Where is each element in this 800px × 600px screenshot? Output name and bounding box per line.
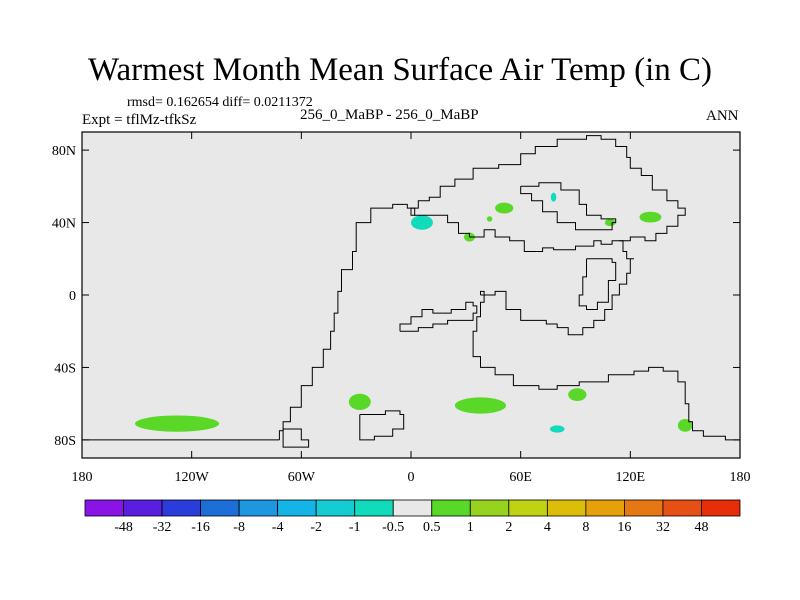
colorbar-label: 48 (694, 520, 708, 535)
x-axis: 180 120W 60W 0 60E 120E 180 (72, 132, 751, 485)
colorbar-label: -1 (349, 520, 361, 535)
anomaly-tethys-west-cyan (411, 215, 433, 230)
colorbar-swatch (84, 499, 124, 517)
coastline-north-bay (520, 182, 617, 231)
anomaly-southern-ocean-cyan (549, 425, 565, 433)
map-background (82, 132, 740, 458)
colorbar-swatch (508, 499, 548, 517)
colorbar-label: -48 (114, 520, 133, 535)
season-label: ANN (706, 108, 739, 124)
colorbar-swatch (585, 499, 625, 517)
x-tick-label: 0 (408, 470, 415, 485)
colorbar-swatch (238, 499, 279, 517)
colorbar-swatch (624, 499, 664, 517)
colorbar-swatch (392, 499, 433, 517)
anomaly-north-central (495, 202, 514, 214)
coastline-small-isle (480, 290, 485, 296)
colorbar-label: -4 (272, 520, 284, 535)
colorbar-label: 2 (505, 520, 512, 535)
colorbar-swatch (161, 499, 201, 517)
y-tick-label: 40N (52, 217, 76, 232)
x-tick-label: 120W (175, 470, 210, 485)
experiment-label: Expt = tflMz-tfkSz (82, 112, 197, 128)
colorbar-label: 4 (544, 520, 551, 535)
rmsd-diff-stats: rmsd= 0.162654 diff= 0.0211372 (127, 95, 313, 110)
colorbar-label: -0.5 (382, 520, 404, 535)
colorbar-swatch (277, 499, 317, 517)
anomaly-north-dot (486, 216, 493, 222)
x-tick-label: 60E (509, 470, 532, 485)
colorbar-label: 8 (582, 520, 589, 535)
y-axis: 80N 40N 0 40S 80S (52, 144, 740, 449)
colorbar: -48 -32 -16 -8 -4 -2 -1 -0.5 0.5 1 2 4 8 16 32 48 (84, 499, 741, 535)
y-tick-label: 80S (54, 434, 76, 449)
anomaly-fills (135, 192, 693, 433)
colorbar-swatch (701, 499, 741, 517)
colorbar-swatch (315, 499, 356, 517)
anomaly-indian-ocean (568, 388, 587, 401)
x-tick-label: 180 (72, 470, 93, 485)
colorbar-label: -8 (233, 520, 245, 535)
anomaly-south-pacific (135, 415, 220, 432)
colorbar-label: -32 (153, 520, 172, 535)
anomaly-north-east-2 (604, 218, 616, 227)
colorbar-swatch (469, 499, 510, 517)
colorbar-swatch (123, 499, 163, 517)
chart-title: Warmest Month Mean Surface Air Temp (in … (87, 52, 713, 88)
colorbar-swatch (662, 499, 702, 517)
colorbar-swatch (431, 499, 471, 517)
anomaly-northeast-cyan (550, 192, 557, 202)
coastline-laurasia-north (410, 135, 686, 242)
x-tick-label: 60W (288, 470, 316, 485)
y-tick-label: 40S (54, 361, 76, 376)
colorbar-label: 32 (656, 520, 670, 535)
colorbar-label: -16 (191, 520, 210, 535)
anomaly-australia-east (677, 419, 693, 432)
coastline-east-inland-sea (578, 258, 617, 310)
coastline-pangea-interior (399, 301, 478, 332)
x-tick-label: 120E (616, 470, 646, 485)
colorbar-label: 1 (467, 520, 474, 535)
anomaly-south-atlantic-east (454, 397, 507, 414)
colorbar-label: -2 (310, 520, 322, 535)
y-tick-label: 0 (69, 289, 76, 304)
coastline-madagascar-isle (359, 410, 405, 441)
anomaly-north-east-1 (639, 211, 662, 223)
x-tick-label: 180 (730, 470, 751, 485)
anomaly-south-atlantic-west (348, 393, 371, 411)
colorbar-swatch (546, 499, 587, 517)
coastline-antarctic-inlet (282, 428, 310, 448)
coastline-pangea-main (278, 203, 740, 441)
colorbar-label: 16 (617, 520, 631, 535)
y-tick-label: 80N (52, 144, 76, 159)
colorbar-swatch (200, 499, 240, 517)
chart-subtitle: 256_0_MaBP - 256_0_MaBP (300, 107, 479, 123)
coastlines (82, 135, 740, 448)
colorbar-swatch (354, 499, 394, 517)
colorbar-label: 0.5 (423, 520, 441, 535)
